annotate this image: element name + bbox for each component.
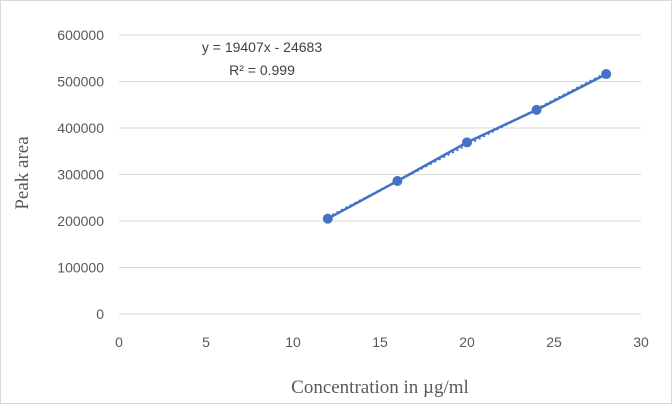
data-point <box>601 69 612 80</box>
x-tick-label: 10 <box>285 334 301 350</box>
y-tick-label: 500000 <box>57 74 104 90</box>
x-tick-label: 5 <box>202 334 210 350</box>
x-tick-label: 15 <box>372 334 388 350</box>
x-tick-label: 25 <box>546 334 562 350</box>
r-squared-label: R² = 0.999 <box>229 62 295 78</box>
data-point <box>322 213 333 224</box>
y-tick-label: 0 <box>96 306 104 322</box>
y-tick-labels: 0 100000 200000 300000 400000 500000 600000 <box>57 27 104 322</box>
x-tick-label: 0 <box>115 334 123 350</box>
data-series <box>322 69 612 224</box>
x-tick-label: 30 <box>633 334 649 350</box>
y-tick-label: 300000 <box>57 167 104 183</box>
x-axis-title: Concentration in µg/ml <box>291 377 469 398</box>
data-point <box>462 137 472 148</box>
data-point <box>531 104 542 115</box>
x-tick-labels: 0 5 10 15 20 25 30 <box>115 334 649 350</box>
x-tick-label: 20 <box>459 334 475 350</box>
y-tick-label: 400000 <box>57 120 104 136</box>
trendline-equation: y = 19407x - 24683 <box>202 39 322 55</box>
grid-lines <box>119 34 641 315</box>
y-tick-label: 100000 <box>57 260 104 276</box>
y-tick-label: 600000 <box>57 27 104 43</box>
data-point <box>392 176 403 187</box>
y-tick-label: 200000 <box>57 213 104 229</box>
y-axis-title: Peak area <box>12 136 33 210</box>
